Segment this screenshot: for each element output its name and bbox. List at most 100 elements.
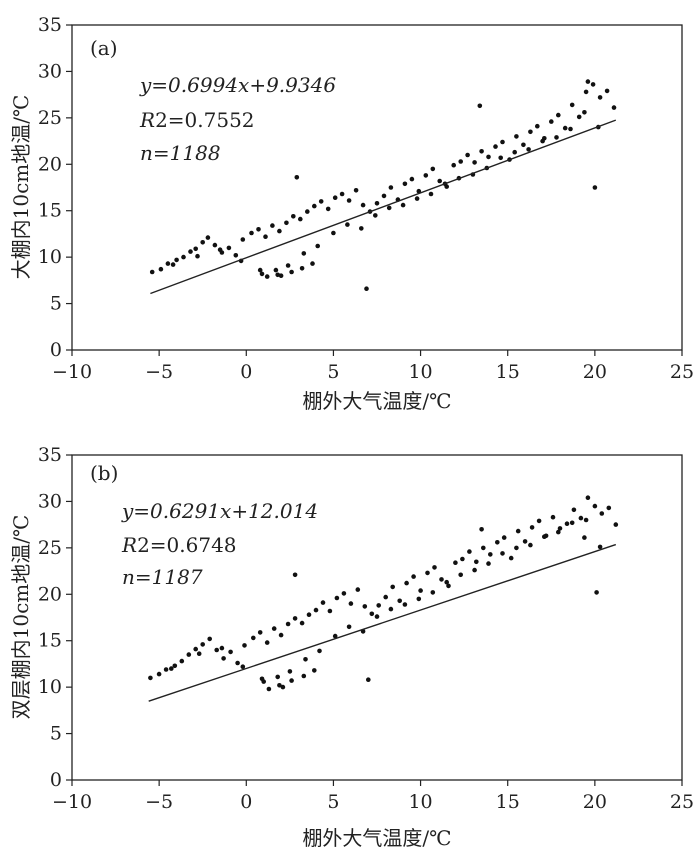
scatter-point bbox=[416, 596, 422, 602]
scatter-point bbox=[289, 269, 294, 275]
scatter-point bbox=[592, 503, 598, 509]
scatter-point bbox=[472, 567, 477, 573]
scatter-point bbox=[536, 518, 542, 524]
y-tick-label: 0 bbox=[50, 339, 62, 361]
scatter-point bbox=[477, 103, 483, 109]
r2-label-a: R2=0.7552 bbox=[139, 108, 255, 132]
scatter-point bbox=[174, 257, 179, 263]
scatter-point bbox=[590, 82, 596, 87]
scatter-point bbox=[528, 129, 533, 135]
panel-b: (b) y=0.6291x+12.014 R2=0.6748 n=1187 −1… bbox=[9, 444, 694, 850]
scatter-point bbox=[285, 621, 291, 627]
scatter-point bbox=[291, 214, 296, 219]
scatter-point bbox=[240, 237, 246, 242]
scatter-point bbox=[240, 664, 246, 669]
scatter-point bbox=[453, 560, 458, 565]
scatter-point bbox=[592, 185, 598, 190]
scatter-point bbox=[355, 587, 361, 592]
scatter-point bbox=[501, 535, 507, 540]
scatter-point bbox=[439, 577, 444, 582]
y-tick-label: 35 bbox=[38, 444, 62, 466]
r2-value-a: 2=0.7552 bbox=[155, 108, 254, 132]
scatter-point bbox=[495, 540, 500, 545]
scatter-point bbox=[576, 114, 582, 120]
scatter-point bbox=[568, 126, 573, 132]
scatter-point bbox=[217, 247, 223, 252]
scatter-point bbox=[263, 234, 268, 239]
scatter-point bbox=[226, 245, 232, 251]
y-tick-label: 0 bbox=[50, 769, 62, 791]
scatter-point bbox=[383, 594, 389, 600]
scatter-point bbox=[259, 676, 265, 682]
scatter-point bbox=[582, 535, 587, 540]
scatter-point bbox=[149, 269, 155, 275]
scatter-point bbox=[400, 202, 406, 208]
scatter-point bbox=[299, 266, 305, 271]
scatter-point bbox=[599, 511, 605, 516]
scatter-point bbox=[169, 666, 174, 671]
y-tick-label: 20 bbox=[38, 153, 62, 175]
scatter-point bbox=[214, 647, 219, 653]
scatter-point bbox=[467, 549, 472, 554]
y-tick-label: 30 bbox=[38, 60, 62, 82]
scatter-point bbox=[604, 88, 610, 94]
scatter-point bbox=[512, 149, 517, 155]
scatter-point bbox=[583, 517, 589, 523]
scatter-point bbox=[488, 552, 493, 557]
scatter-point bbox=[207, 636, 212, 642]
scatter-point bbox=[360, 202, 366, 208]
y-tick-label: 15 bbox=[38, 200, 62, 222]
scatter-point bbox=[374, 201, 380, 206]
scatter-point bbox=[317, 648, 322, 654]
scatter-point bbox=[428, 191, 434, 197]
scatter-point bbox=[594, 590, 599, 595]
scatter-point bbox=[550, 514, 556, 520]
scatter-point bbox=[430, 590, 436, 595]
scatter-point bbox=[315, 243, 321, 249]
scatter-point bbox=[583, 89, 589, 95]
scatter-point bbox=[359, 226, 364, 231]
scatter-point bbox=[219, 645, 225, 651]
scatter-point bbox=[481, 545, 486, 551]
plot-frame-a bbox=[71, 24, 683, 351]
x-axis-ticks-a: −10 −5 0 5 10 15 20 25 bbox=[52, 350, 694, 383]
scatter-point bbox=[500, 551, 505, 556]
panel-a: (a) y=0.6994x+9.9346 R2=0.7552 n=1188 −1… bbox=[9, 14, 694, 413]
scatter-point bbox=[278, 273, 284, 279]
scatter-point bbox=[280, 684, 286, 690]
scatter-point bbox=[444, 579, 450, 585]
y-tick-label: 25 bbox=[38, 537, 62, 559]
x-axis-title-b: 棚外大气温度/℃ bbox=[302, 826, 451, 850]
scatter-point bbox=[611, 105, 617, 110]
scatter-point bbox=[284, 220, 289, 226]
scatter-point bbox=[310, 261, 315, 266]
scatter-point bbox=[327, 608, 333, 614]
scatter-point bbox=[312, 668, 317, 673]
scatter-point bbox=[564, 521, 570, 526]
scatter-point bbox=[301, 251, 307, 256]
scatter-point bbox=[188, 249, 193, 254]
n-label-b: n=1187 bbox=[122, 565, 203, 589]
scatter-point bbox=[320, 600, 326, 605]
scatter-point bbox=[409, 176, 415, 182]
scatter-point bbox=[287, 669, 293, 674]
scatter-point bbox=[369, 611, 375, 617]
scatter-point bbox=[386, 205, 392, 211]
x-tick-label: 25 bbox=[670, 791, 694, 813]
scatter-point bbox=[432, 565, 437, 570]
scatter-point bbox=[364, 286, 369, 292]
scatter-point bbox=[273, 267, 279, 273]
scatter-point bbox=[277, 228, 282, 234]
scatter-point bbox=[163, 667, 169, 672]
scatter-point bbox=[556, 529, 561, 535]
scatter-point bbox=[451, 162, 457, 168]
scatter-point bbox=[353, 188, 359, 193]
scatter-point bbox=[465, 152, 470, 158]
plot-frame-b bbox=[71, 454, 683, 781]
scatter-point bbox=[402, 181, 408, 187]
scatter-point bbox=[430, 166, 436, 172]
scatter-point bbox=[195, 253, 200, 259]
scatter-point bbox=[170, 262, 176, 267]
scatter-point bbox=[292, 572, 298, 578]
